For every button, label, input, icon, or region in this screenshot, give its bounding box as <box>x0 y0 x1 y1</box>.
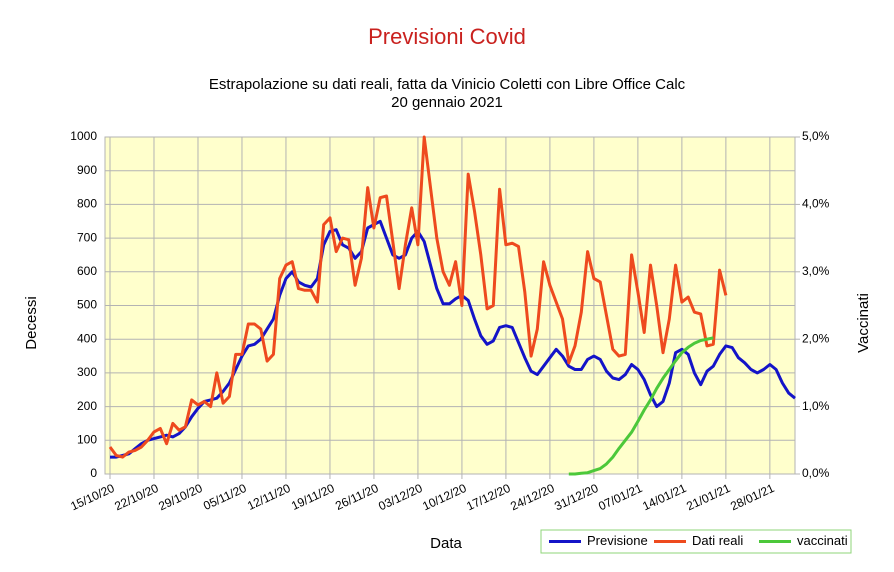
y-tick-label: 800 <box>77 197 97 211</box>
x-tick-label: 15/10/20 <box>68 481 117 514</box>
x-tick-label: 22/10/20 <box>112 481 161 514</box>
y-tick-label: 0 <box>90 466 97 480</box>
legend-label: Dati reali <box>692 533 743 548</box>
x-tick-label: 31/12/20 <box>552 481 601 514</box>
x-tick-label: 12/11/20 <box>245 481 293 513</box>
x-tick-label: 17/12/20 <box>464 481 513 514</box>
y-tick-label: 600 <box>77 264 97 278</box>
x-tick-label: 21/01/21 <box>684 481 733 514</box>
chart-subtitle: 20 gennaio 2021 <box>391 94 503 111</box>
y-tick-label: 300 <box>77 365 97 379</box>
legend-box <box>540 529 852 554</box>
x-axis-label: Data <box>430 535 462 552</box>
legend-label: Previsione <box>587 533 648 548</box>
x-tick-label: 26/11/20 <box>333 481 381 513</box>
x-tick-label: 28/01/21 <box>728 481 777 514</box>
y-tick-label: 1000 <box>70 129 97 143</box>
x-tick-label: 03/12/20 <box>376 481 425 514</box>
x-tick-label: 19/11/20 <box>289 481 337 513</box>
y2-tick-label: 0,0% <box>802 466 830 480</box>
legend-label: vaccinati <box>797 533 848 548</box>
chart-subtitle: Estrapolazione su dati reali, fatta da V… <box>209 76 686 93</box>
x-tick-label: 29/10/20 <box>156 481 205 514</box>
y2-tick-label: 2,0% <box>802 331 830 345</box>
legend: Previsione Dati reali vaccinati <box>540 529 852 554</box>
x-tick-label: 10/12/20 <box>420 481 469 514</box>
y-tick-label: 100 <box>77 432 97 446</box>
x-tick-label: 24/12/20 <box>508 481 557 514</box>
y2-tick-label: 5,0% <box>802 129 830 143</box>
x-tick-label: 14/01/21 <box>640 481 689 514</box>
chart-title: Previsioni Covid <box>368 24 526 49</box>
series-line <box>110 219 796 459</box>
y2-tick-label: 4,0% <box>802 197 830 211</box>
y-axis-label: Decessi <box>23 296 40 349</box>
y2-tick-label: 1,0% <box>802 399 830 413</box>
y-tick-label: 200 <box>77 399 97 413</box>
y2-axis-label: Vaccinati <box>855 293 872 353</box>
y-tick-label: 500 <box>77 298 97 312</box>
y-tick-label: 700 <box>77 230 97 244</box>
x-tick-label: 07/01/21 <box>596 481 645 514</box>
series-line <box>568 336 714 476</box>
y2-tick-label: 3,0% <box>802 264 830 278</box>
y-tick-label: 400 <box>77 331 97 345</box>
series-line <box>108 135 728 459</box>
y-tick-label: 900 <box>77 163 97 177</box>
x-tick-label: 05/11/20 <box>201 481 249 513</box>
